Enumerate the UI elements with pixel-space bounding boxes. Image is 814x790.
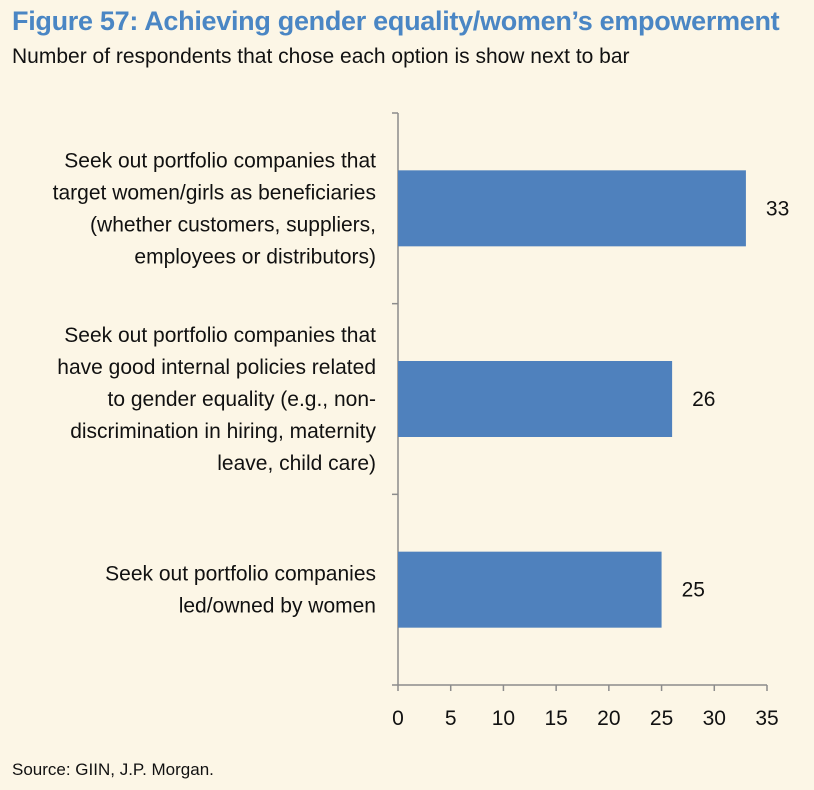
category-label: leave, child care) [217, 452, 376, 475]
category-label: discrimination in hiring, maternity [70, 420, 376, 443]
x-tick-label: 25 [650, 707, 673, 730]
bar [398, 361, 673, 437]
category-label: led/owned by women [179, 595, 376, 618]
bars [398, 170, 746, 628]
x-tick-label: 20 [597, 707, 620, 730]
bar [398, 170, 746, 247]
category-label: have good internal policies related [57, 356, 376, 379]
chart-title: Figure 57: Achieving gender equality/wom… [12, 6, 780, 36]
x-tick-label: 5 [445, 707, 457, 730]
data-label: 26 [692, 388, 715, 411]
category-label: Seek out portfolio companies [105, 563, 376, 586]
data-label: 25 [682, 579, 705, 602]
chart-source: Source: GIIN, J.P. Morgan. [12, 760, 214, 779]
chart-subtitle: Number of respondents that chose each op… [12, 45, 630, 68]
category-label: Seek out portfolio companies that [64, 324, 376, 347]
category-label: employees or distributors) [134, 245, 376, 268]
x-tick-label: 15 [544, 707, 567, 730]
x-tick-label: 10 [492, 707, 515, 730]
category-label: Seek out portfolio companies that [64, 149, 376, 172]
data-label: 33 [766, 197, 789, 220]
category-label: target women/girls as beneficiaries [53, 181, 376, 204]
category-label: to gender equality (e.g., non- [107, 388, 376, 411]
x-tick-label: 0 [392, 707, 404, 730]
x-tick-label: 35 [755, 707, 778, 730]
category-label: (whether customers, suppliers, [90, 213, 376, 236]
bar [398, 551, 662, 628]
x-tick-label: 30 [703, 707, 726, 730]
labels: 33 Seek out portfolio companies that targe… [53, 149, 790, 617]
